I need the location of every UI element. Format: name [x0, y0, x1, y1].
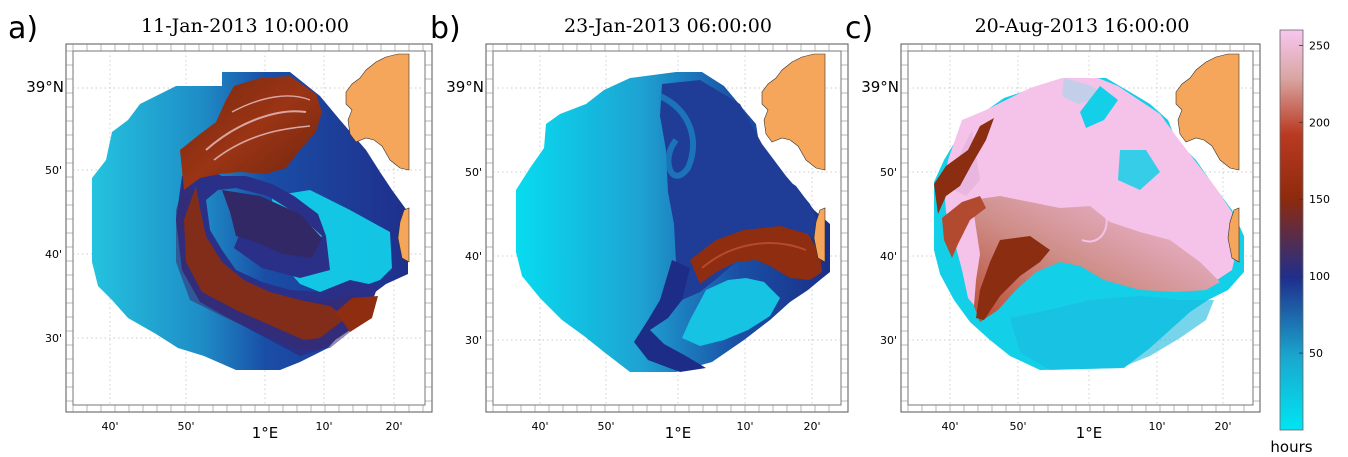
land-island-south: [397, 207, 410, 263]
field-rust-band: [976, 236, 1050, 320]
panel-1: 40' 50' 1°E 10' 20' 39°N 50' 40' 30' a) 11-Jan-201…: [8, 11, 433, 442]
x-tick-label: 10': [315, 420, 332, 433]
x-tick-label: 1°E: [665, 424, 692, 442]
x-tick-label: 40': [941, 420, 958, 433]
streak: [231, 95, 311, 113]
panel-3: 40' 50' 1°E 10' 20' 39°N 50' 40' 30' c) 20-Aug-201…: [845, 11, 1261, 442]
x-tick-label: 20': [803, 420, 820, 433]
field-navy-tongue: [634, 260, 706, 372]
x-tick-label: 20': [1214, 420, 1231, 433]
colorbar-unit: hours: [1270, 438, 1312, 456]
y-tick-label: 50': [465, 166, 482, 179]
field-rust-edge: [934, 118, 994, 214]
colorbar: 50 100 150 200 250 hours: [1270, 29, 1330, 456]
y-tick-label: 39°N: [861, 78, 899, 96]
field-navy-tongue: [222, 190, 322, 258]
y-tick-label: 39°N: [446, 78, 484, 96]
eddy-streak: [1071, 193, 1108, 243]
panel-inner-frame: [72, 50, 426, 406]
panel-2: 40' 50' 1°E 10' 20' 39°N 50' 40' 30' b) 23-Jan-201…: [430, 11, 849, 442]
x-tick-label: 20': [385, 420, 402, 433]
x-tick-label: 40': [531, 420, 548, 433]
land-island-south: [1227, 207, 1240, 263]
x-tick-label: 50': [1009, 420, 1026, 433]
x-tick-label: 1°E: [252, 424, 279, 442]
colorbar-tick-label: 150: [1309, 193, 1330, 206]
x-tick-label: 10': [1148, 420, 1165, 433]
land-island-south: [813, 207, 826, 263]
colorbar-ramp: [1279, 29, 1304, 431]
panel-title: 20-Aug-2013 16:00:00: [975, 15, 1190, 37]
panel-letter: b): [430, 11, 461, 46]
panel-letter: a): [8, 11, 38, 46]
field-rust-north: [180, 76, 322, 190]
panel-inner-frame: [907, 50, 1254, 406]
y-tick-label: 50': [880, 166, 897, 179]
y-tick-label: 30': [880, 334, 897, 347]
colorbar-tick-label: 250: [1309, 39, 1330, 52]
field-rust-band: [184, 186, 346, 340]
eddy-streak: [658, 93, 696, 179]
land-island-north: [345, 53, 410, 171]
y-tick-label: 40': [880, 250, 897, 263]
panel-inner-frame: [492, 50, 842, 406]
field-cyan-pool: [682, 278, 780, 346]
y-tick-label: 40': [45, 248, 62, 261]
field-cyan-deep: [1010, 296, 1214, 370]
field-rust-west: [942, 196, 986, 258]
panel-title: 11-Jan-2013 10:00:00: [141, 15, 349, 37]
field-rust-tail: [336, 296, 378, 332]
y-tick-label: 40': [465, 250, 482, 263]
x-tick-label: 40': [101, 420, 118, 433]
panel-letter: c): [845, 11, 873, 46]
streak: [701, 242, 807, 269]
streak: [213, 125, 311, 161]
y-tick-label: 50': [45, 164, 62, 177]
field-cyan-patch: [1118, 150, 1160, 190]
land-island-north: [1175, 53, 1240, 171]
field-rust-front: [690, 226, 822, 284]
field-cyan-gap: [1080, 86, 1118, 128]
land-island-north: [761, 53, 826, 171]
colorbar-tick-label: 100: [1309, 270, 1330, 283]
colorbar-tick-label: 50: [1309, 347, 1323, 360]
x-tick-label: 10': [736, 420, 753, 433]
x-tick-label: 50': [597, 420, 614, 433]
y-tick-label: 39°N: [26, 78, 64, 96]
x-tick-label: 50': [177, 420, 194, 433]
streak: [205, 110, 307, 151]
x-tick-label: 1°E: [1076, 424, 1103, 442]
colorbar-tick-label: 200: [1309, 116, 1330, 129]
y-tick-label: 30': [465, 334, 482, 347]
panel-title: 23-Jan-2013 06:00:00: [564, 15, 772, 37]
field-blend-band: [972, 196, 1220, 322]
y-tick-label: 30': [45, 332, 62, 345]
